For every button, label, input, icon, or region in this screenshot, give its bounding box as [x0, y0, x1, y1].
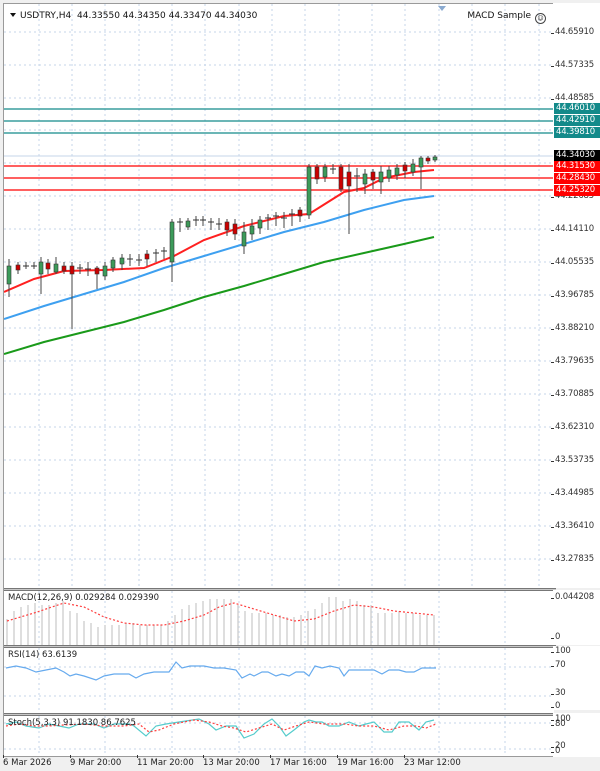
macd-axis-top: 0.044208 — [551, 592, 594, 602]
rsi-pane[interactable]: RSI(14) 63.6139 — [4, 648, 554, 714]
price-tick: 44.05535 — [551, 257, 594, 267]
price-chart-canvas — [4, 4, 554, 589]
smiley-icon: ☺ — [535, 13, 546, 24]
time-tick: 6 Mar 2026 — [3, 755, 52, 768]
rsi-label: RSI(14) 63.6139 — [8, 650, 78, 660]
stoch-axis-80: 80 — [550, 719, 566, 729]
price-tick: 44.22685 — [551, 191, 594, 201]
macd-axis-bottom: 0 — [550, 632, 561, 642]
time-tick: 13 Mar 20:00 — [203, 755, 260, 768]
price-tick: 43.27835 — [551, 554, 594, 564]
support-tag: 44.28430 — [554, 173, 600, 184]
rsi-axis-0: 0 — [550, 701, 561, 711]
support-tag: 44.31530 — [554, 161, 600, 172]
price-tick: 43.44985 — [551, 488, 594, 498]
pane-separator[interactable] — [4, 588, 556, 591]
price-tick: 43.53735 — [551, 455, 594, 465]
stoch-axis: 100 80 20 0 — [550, 713, 600, 757]
price-tick: 44.57335 — [551, 60, 594, 70]
chart-shift-marker[interactable] — [438, 6, 446, 11]
price-tick: 43.88210 — [551, 323, 594, 333]
stoch-axis-100: 100 — [551, 714, 571, 724]
pane-separator[interactable] — [4, 645, 556, 648]
expert-advisor-label[interactable]: MACD Sample ☺ — [467, 11, 546, 24]
rsi-axis-30: 30 — [550, 688, 566, 698]
resistance-tag: 44.42910 — [554, 115, 600, 126]
macd-axis: 0.044208 0 — [550, 590, 600, 645]
rsi-axis: 100 70 30 0 — [550, 646, 600, 711]
chart-title: USDTRY,H4 44.33550 44.34350 44.33470 44.… — [10, 11, 257, 21]
price-tick: 43.62310 — [551, 422, 594, 432]
time-tick: 19 Mar 16:00 — [337, 755, 394, 768]
price-tick: 43.70885 — [551, 389, 594, 399]
expert-name: MACD Sample — [467, 11, 531, 21]
resistance-tag: 44.46010 — [554, 103, 600, 114]
stoch-axis-0: 0 — [550, 746, 561, 756]
time-tick: 11 Mar 20:00 — [137, 755, 194, 768]
rsi-axis-100: 100 — [551, 646, 571, 656]
time-tick: 17 Mar 16:00 — [270, 755, 327, 768]
stoch-label: Stoch(5,3,3) 91.1830 86.7625 — [8, 718, 136, 728]
price-pane[interactable]: USDTRY,H4 44.33550 44.34350 44.33470 44.… — [4, 4, 554, 589]
ohlc-values: 44.33550 44.34350 44.33470 44.34030 — [77, 11, 258, 21]
price-axis[interactable]: 44.65910 44.57335 44.48585 44.22685 44.1… — [551, 3, 600, 588]
price-tick: 44.14110 — [551, 224, 594, 234]
price-tick: 43.96785 — [551, 290, 594, 300]
price-tick: 44.65910 — [551, 27, 594, 37]
stoch-canvas — [4, 716, 554, 756]
support-tag: 44.25320 — [554, 185, 600, 196]
time-tick: 23 Mar 12:00 — [404, 755, 461, 768]
macd-canvas — [6, 591, 506, 646]
dropdown-triangle-icon[interactable] — [10, 13, 16, 17]
symbol-label: USDTRY,H4 — [20, 11, 72, 21]
stoch-pane[interactable]: Stoch(5,3,3) 91.1830 86.7625 — [4, 716, 554, 756]
rsi-axis-70: 70 — [550, 660, 566, 670]
price-tick: 44.48585 — [551, 93, 594, 103]
rsi-canvas — [4, 648, 554, 714]
chart-window[interactable]: USDTRY,H4 44.33550 44.34350 44.33470 44.… — [3, 3, 556, 757]
stoch-axis-20: 20 — [550, 741, 566, 751]
price-tick: 43.36410 — [551, 521, 594, 531]
bid-price-tag: 44.34030 — [554, 150, 600, 161]
time-tick: 9 Mar 20:00 — [70, 755, 122, 768]
macd-pane[interactable]: MACD(12,26,9) 0.029284 0.029390 — [4, 591, 554, 646]
pane-separator[interactable] — [4, 713, 556, 716]
resistance-tag: 44.39810 — [554, 127, 600, 138]
macd-label: MACD(12,26,9) 0.029284 0.029390 — [8, 593, 160, 603]
price-tick: 43.79635 — [551, 356, 594, 366]
